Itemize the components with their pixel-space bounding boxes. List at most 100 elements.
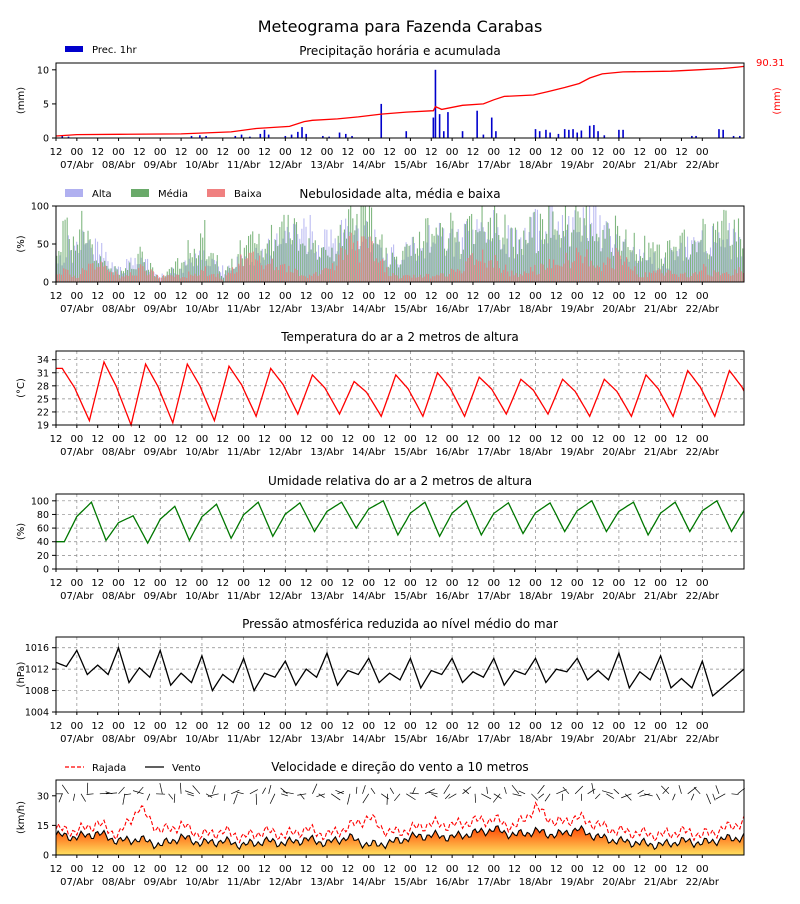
- x-hour-label: 12: [425, 578, 438, 589]
- cloud-bar-baixa: [536, 275, 537, 282]
- cloud-bar-baixa: [699, 272, 700, 282]
- cloud-bar-baixa: [655, 273, 656, 282]
- cloud-bar-baixa: [603, 263, 604, 282]
- x-hour-label: 12: [216, 721, 229, 732]
- cloud-bar-baixa: [593, 265, 594, 282]
- x-hour-label: 12: [91, 721, 104, 732]
- x-hour-label: 12: [91, 434, 104, 445]
- cloud-bar-baixa: [367, 248, 368, 282]
- cloud-bar-baixa: [392, 273, 393, 282]
- cloud-bar-baixa: [244, 259, 245, 282]
- cloud-bar-baixa: [574, 261, 575, 282]
- cloud-bar-baixa: [263, 269, 264, 282]
- precip-bar: [539, 131, 541, 138]
- cloud-bar-baixa: [186, 278, 187, 282]
- x-hour-label: 00: [446, 291, 459, 302]
- x-date-label: 11/Abr: [227, 591, 261, 602]
- cloud-bar-baixa: [61, 275, 62, 282]
- x-hour-label: 00: [696, 578, 709, 589]
- wind-direction-arrow: [481, 794, 491, 799]
- x-hour-label: 12: [50, 291, 63, 302]
- cloud-bar-baixa: [372, 241, 373, 282]
- cloud-bar-baixa: [267, 264, 268, 282]
- wind-direction-arrow: [538, 794, 543, 798]
- cloud-bar-baixa: [165, 277, 166, 282]
- y-tick-label: 31: [37, 368, 49, 379]
- cloud-bar-baixa: [572, 262, 573, 282]
- cloud-bar-baixa: [495, 255, 496, 282]
- x-date-label: 08/Abr: [102, 734, 136, 745]
- cloud-bar-baixa: [547, 268, 548, 282]
- wind-direction-arrow: [556, 789, 566, 793]
- x-hour-label: 12: [216, 864, 229, 875]
- cloud-bar-baixa: [591, 261, 592, 282]
- legend-swatch-cloud: [131, 189, 149, 197]
- x-date-label: 12/Abr: [269, 304, 303, 315]
- precip-bar: [722, 130, 724, 138]
- cloud-bar-baixa: [288, 266, 289, 282]
- wind-direction-arrow: [87, 794, 94, 795]
- cloud-bar-baixa: [107, 270, 108, 282]
- cloud-bar-baixa: [282, 265, 283, 282]
- wind-direction-arrow: [716, 794, 726, 799]
- cloud-bar-baixa: [194, 274, 195, 282]
- cloud-bar-media: [429, 253, 430, 282]
- x-hour-label: 00: [154, 147, 167, 158]
- x-date-label: 08/Abr: [102, 160, 136, 171]
- cloud-bar-baixa: [661, 273, 662, 282]
- cloud-bar-media: [306, 254, 307, 282]
- x-hour-label: 00: [279, 721, 292, 732]
- x-hour-label: 12: [133, 864, 146, 875]
- x-hour-label: 12: [467, 291, 480, 302]
- cloud-bar-baixa: [545, 270, 546, 282]
- x-hour-label: 12: [342, 291, 355, 302]
- cloud-bar-baixa: [88, 264, 89, 282]
- cloud-bar-baixa: [328, 269, 329, 282]
- x-hour-label: 00: [654, 864, 667, 875]
- wind-direction-arrow: [123, 794, 125, 805]
- cloud-bar-baixa: [151, 269, 152, 282]
- precip-bar: [495, 131, 497, 138]
- x-date-label: 08/Abr: [102, 591, 136, 602]
- legend-label-cloud: Alta: [92, 189, 112, 200]
- x-hour-label: 12: [342, 147, 355, 158]
- wind-direction-arrow: [281, 788, 288, 794]
- cloud-bar-baixa: [240, 254, 241, 282]
- cloud-bar-baixa: [732, 275, 733, 282]
- cloud-bar-baixa: [520, 274, 521, 282]
- x-date-label: 21/Abr: [644, 304, 678, 315]
- x-date-label: 08/Abr: [102, 304, 136, 315]
- y-tick-label: 1016: [25, 643, 49, 654]
- x-hour-label: 12: [50, 721, 63, 732]
- x-date-label: 14/Abr: [352, 591, 386, 602]
- y-tick-label: 5: [43, 99, 49, 110]
- x-hour-label: 12: [550, 864, 563, 875]
- x-date-label: 07/Abr: [60, 447, 94, 458]
- x-hour-label: 12: [508, 147, 521, 158]
- cloud-bar-baixa: [334, 270, 335, 282]
- cloud-bar-baixa: [159, 277, 160, 282]
- cloud-bar-baixa: [226, 275, 227, 282]
- cloud-bar-baixa: [78, 278, 79, 282]
- y-axis-label: (%): [16, 235, 27, 252]
- x-hour-label: 00: [321, 147, 334, 158]
- cloud-bar-baixa: [553, 260, 554, 282]
- cloud-bar-baixa: [511, 271, 512, 282]
- x-hour-label: 12: [508, 578, 521, 589]
- x-hour-label: 00: [154, 578, 167, 589]
- cloud-bar-baixa: [555, 265, 556, 282]
- cloud-bar-baixa: [251, 253, 252, 282]
- cloud-bar-baixa: [196, 276, 197, 282]
- cloud-bar-baixa: [315, 272, 316, 282]
- wind-direction-arrow: [180, 783, 181, 794]
- wind-direction-arrow: [208, 794, 219, 797]
- x-date-label: 11/Abr: [227, 304, 261, 315]
- x-hour-label: 12: [50, 434, 63, 445]
- cloud-bar-baixa: [620, 256, 621, 282]
- cloud-bar-baixa: [355, 251, 356, 282]
- x-hour-label: 12: [383, 864, 396, 875]
- y-tick-label: 30: [37, 791, 49, 802]
- cloud-bar-baixa: [674, 274, 675, 282]
- x-hour-label: 00: [362, 578, 375, 589]
